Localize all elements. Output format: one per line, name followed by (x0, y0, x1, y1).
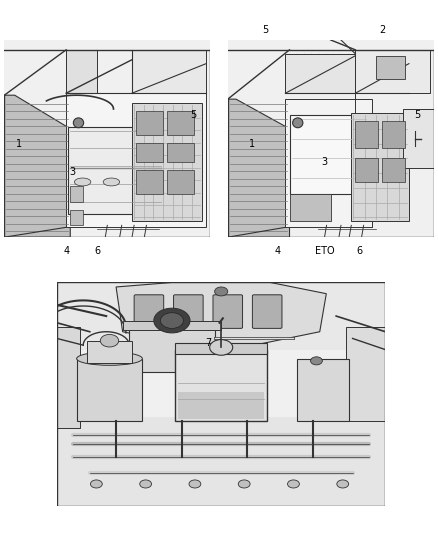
FancyBboxPatch shape (286, 54, 355, 93)
FancyBboxPatch shape (70, 209, 83, 225)
FancyBboxPatch shape (70, 186, 83, 201)
Ellipse shape (103, 178, 120, 186)
Circle shape (293, 118, 303, 128)
Circle shape (311, 357, 322, 365)
Text: 6: 6 (94, 246, 100, 255)
Text: 1: 1 (249, 140, 255, 149)
Circle shape (337, 480, 349, 488)
Text: 5: 5 (191, 110, 197, 120)
Text: 2: 2 (379, 26, 385, 35)
Text: 7: 7 (205, 338, 211, 348)
FancyBboxPatch shape (351, 113, 409, 221)
FancyBboxPatch shape (382, 121, 405, 148)
Circle shape (73, 118, 84, 128)
FancyBboxPatch shape (173, 295, 203, 328)
FancyBboxPatch shape (213, 295, 243, 328)
FancyBboxPatch shape (123, 320, 221, 329)
Circle shape (238, 480, 250, 488)
FancyBboxPatch shape (167, 111, 194, 135)
FancyBboxPatch shape (57, 282, 385, 350)
Polygon shape (116, 282, 326, 345)
FancyBboxPatch shape (167, 170, 194, 194)
Text: 1: 1 (16, 140, 22, 149)
Text: ETO: ETO (314, 246, 334, 255)
FancyBboxPatch shape (129, 327, 215, 372)
FancyBboxPatch shape (66, 93, 206, 227)
FancyBboxPatch shape (77, 359, 142, 421)
FancyBboxPatch shape (290, 194, 331, 221)
FancyBboxPatch shape (252, 295, 282, 328)
Circle shape (140, 480, 152, 488)
FancyBboxPatch shape (132, 103, 202, 221)
FancyBboxPatch shape (228, 40, 434, 237)
FancyBboxPatch shape (132, 50, 206, 93)
FancyBboxPatch shape (376, 56, 405, 79)
FancyBboxPatch shape (86, 341, 132, 363)
FancyBboxPatch shape (382, 158, 405, 182)
Ellipse shape (74, 178, 91, 186)
Circle shape (215, 287, 228, 296)
FancyBboxPatch shape (179, 392, 264, 419)
FancyBboxPatch shape (346, 327, 385, 421)
Circle shape (210, 340, 233, 356)
FancyBboxPatch shape (66, 50, 97, 93)
FancyBboxPatch shape (68, 127, 163, 214)
Text: 3: 3 (321, 157, 328, 167)
FancyBboxPatch shape (290, 115, 368, 194)
Circle shape (100, 334, 119, 347)
Polygon shape (228, 99, 290, 237)
FancyBboxPatch shape (136, 111, 163, 135)
Polygon shape (4, 95, 70, 237)
FancyBboxPatch shape (355, 158, 378, 182)
FancyBboxPatch shape (136, 170, 163, 194)
FancyBboxPatch shape (175, 350, 267, 421)
Circle shape (91, 480, 102, 488)
Text: 4: 4 (274, 246, 280, 255)
Ellipse shape (77, 352, 142, 365)
Text: 4: 4 (63, 246, 69, 255)
Text: 3: 3 (69, 167, 75, 177)
FancyBboxPatch shape (175, 343, 267, 354)
FancyBboxPatch shape (57, 327, 80, 428)
Text: 6: 6 (357, 246, 363, 255)
FancyBboxPatch shape (297, 359, 350, 421)
FancyBboxPatch shape (136, 142, 163, 162)
Circle shape (287, 480, 299, 488)
FancyBboxPatch shape (286, 99, 372, 227)
FancyBboxPatch shape (355, 50, 430, 93)
FancyBboxPatch shape (4, 40, 210, 237)
Circle shape (154, 308, 190, 333)
FancyBboxPatch shape (134, 295, 164, 328)
FancyBboxPatch shape (403, 109, 434, 168)
FancyBboxPatch shape (167, 142, 194, 162)
FancyBboxPatch shape (355, 121, 378, 148)
Text: 5: 5 (261, 26, 268, 35)
Text: 5: 5 (414, 110, 420, 120)
FancyBboxPatch shape (57, 282, 385, 506)
Circle shape (189, 480, 201, 488)
Circle shape (160, 313, 184, 328)
FancyBboxPatch shape (57, 417, 385, 506)
